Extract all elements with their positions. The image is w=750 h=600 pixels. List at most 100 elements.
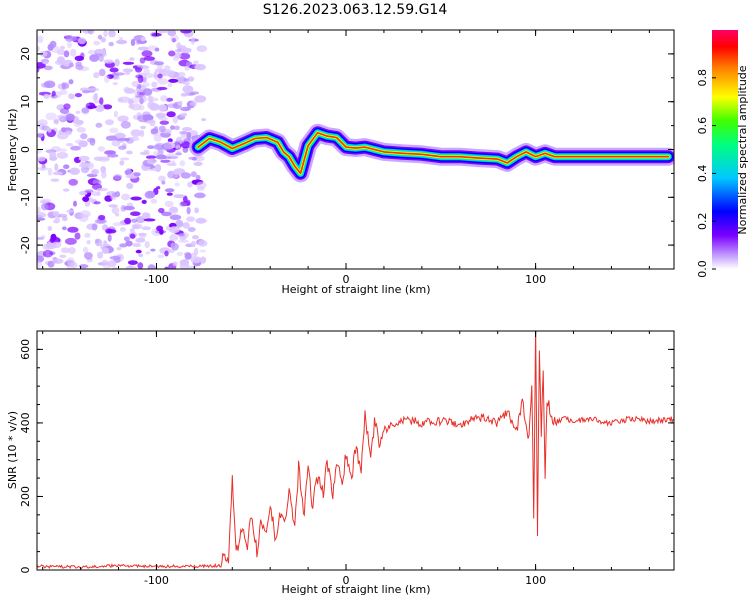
noise-blob bbox=[130, 211, 141, 216]
noise-blob bbox=[68, 79, 74, 85]
noise-blob bbox=[42, 61, 49, 65]
noise-blob bbox=[151, 81, 158, 88]
noise-blob bbox=[190, 37, 195, 45]
noise-blob bbox=[80, 161, 86, 166]
noise-blob bbox=[186, 199, 191, 206]
noise-blob bbox=[129, 233, 136, 239]
noise-blob bbox=[65, 130, 72, 136]
noise-blob bbox=[74, 139, 84, 144]
noise-blob bbox=[157, 254, 165, 259]
noise-blob bbox=[164, 200, 174, 208]
noise-blob bbox=[173, 125, 180, 131]
noise-blob bbox=[147, 101, 156, 109]
noise-blob bbox=[145, 155, 157, 159]
noise-blob bbox=[95, 104, 105, 112]
noise-blob bbox=[165, 97, 174, 102]
noise-blob bbox=[37, 217, 46, 221]
noise-blob bbox=[67, 226, 79, 233]
noise-blob bbox=[108, 30, 116, 38]
noise-blob bbox=[81, 107, 90, 114]
noise-blob bbox=[144, 73, 154, 79]
noise-blob bbox=[105, 228, 113, 234]
noise-blob bbox=[139, 151, 150, 156]
noise-blob bbox=[66, 263, 72, 269]
noise-blob bbox=[178, 100, 183, 106]
noise-blob bbox=[108, 41, 114, 47]
noise-blob bbox=[137, 75, 144, 84]
noise-blob bbox=[68, 246, 76, 255]
noise-blob bbox=[109, 67, 119, 73]
noise-blob bbox=[108, 204, 119, 208]
noise-blob bbox=[191, 252, 197, 258]
noise-blob bbox=[113, 174, 123, 180]
noise-blob bbox=[39, 50, 48, 57]
noise-blob bbox=[47, 260, 55, 268]
noise-blob bbox=[118, 36, 123, 41]
noise-blob bbox=[130, 38, 136, 47]
noise-blob bbox=[112, 222, 124, 227]
noise-blob bbox=[196, 181, 207, 189]
ridge-band bbox=[197, 132, 670, 175]
noise-blob bbox=[103, 30, 108, 38]
noise-blob bbox=[143, 68, 151, 75]
noise-blob bbox=[119, 227, 126, 232]
noise-blob bbox=[129, 228, 135, 233]
noise-blob bbox=[43, 93, 50, 99]
noise-blob bbox=[43, 65, 53, 71]
colorbar-tick-label: 0.6 bbox=[696, 117, 709, 135]
noise-blob bbox=[158, 125, 166, 132]
noise-blob bbox=[37, 149, 42, 154]
noise-blob bbox=[176, 42, 182, 50]
noise-blob bbox=[132, 242, 142, 248]
y-tick-label: 10 bbox=[19, 95, 32, 109]
noise-blob bbox=[131, 80, 140, 87]
noise-blob bbox=[94, 219, 107, 224]
noise-blob bbox=[65, 113, 75, 121]
noise-blob bbox=[158, 104, 167, 112]
colorbar-gradient bbox=[712, 30, 738, 269]
noise-blob bbox=[174, 152, 183, 156]
snr-ylabel: SNR (10 * v/v) bbox=[6, 411, 19, 489]
noise-blob bbox=[87, 49, 96, 55]
noise-blob bbox=[52, 258, 64, 264]
spectrogram-ylabel: Frequency (Hz) bbox=[6, 109, 19, 192]
noise-blob bbox=[173, 140, 185, 144]
noise-blob bbox=[69, 167, 80, 175]
noise-blob bbox=[103, 59, 114, 64]
noise-blob bbox=[109, 127, 119, 134]
noise-blob bbox=[164, 250, 169, 257]
noise-blob bbox=[193, 257, 202, 263]
noise-blob bbox=[109, 256, 121, 260]
noise-blob bbox=[187, 181, 193, 188]
noise-blob bbox=[190, 101, 197, 107]
noise-blob bbox=[100, 37, 107, 43]
noise-blob bbox=[98, 54, 104, 62]
noise-blob bbox=[170, 125, 175, 130]
noise-blob bbox=[181, 127, 193, 132]
noise-blob bbox=[199, 256, 207, 264]
noise-blob bbox=[82, 246, 89, 254]
noise-blob bbox=[119, 160, 125, 166]
noise-blob bbox=[50, 178, 60, 182]
noise-blob bbox=[147, 145, 155, 150]
colorbar-tick-label: 0.8 bbox=[696, 69, 709, 87]
noise-blob bbox=[178, 233, 185, 237]
noise-blob bbox=[186, 216, 196, 222]
noise-blob bbox=[193, 161, 203, 166]
noise-blob bbox=[88, 87, 100, 92]
noise-blob bbox=[166, 111, 176, 118]
noise-blob bbox=[93, 201, 101, 205]
noise-blob bbox=[76, 127, 86, 133]
noise-blob bbox=[130, 136, 140, 141]
noise-blob bbox=[119, 243, 128, 248]
noise-blob bbox=[133, 172, 141, 177]
noise-blob bbox=[130, 196, 142, 201]
noise-blob bbox=[123, 205, 135, 211]
noise-blob bbox=[53, 220, 58, 224]
noise-blob bbox=[135, 67, 142, 73]
noise-blob bbox=[69, 93, 75, 100]
noise-blob bbox=[92, 94, 97, 102]
noise-blob bbox=[144, 190, 156, 199]
noise-blob bbox=[56, 151, 68, 159]
